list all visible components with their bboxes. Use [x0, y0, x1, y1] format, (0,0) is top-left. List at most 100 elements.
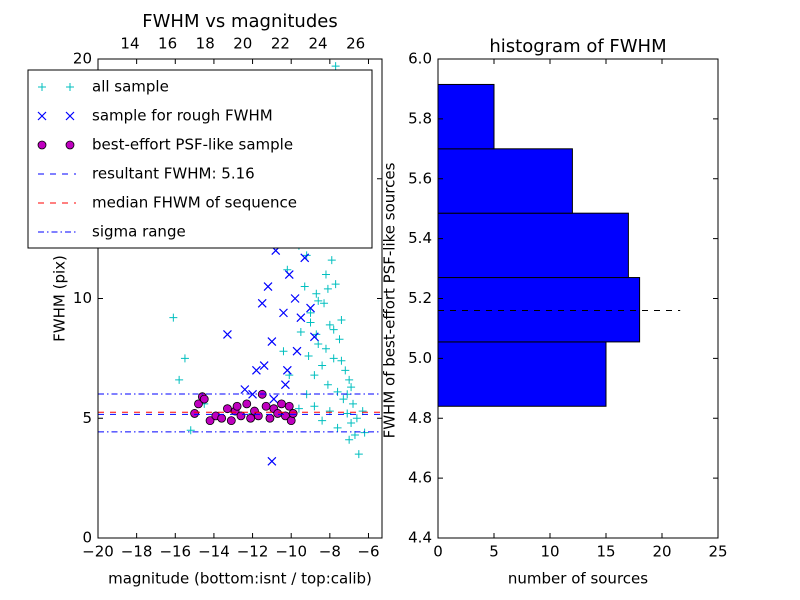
marker-plus	[318, 361, 327, 370]
x-tick-label: 25	[708, 543, 727, 561]
marker-circle	[273, 409, 283, 418]
marker-plus	[314, 296, 323, 305]
x-axis-label: number of sources	[508, 570, 648, 588]
marker-x	[257, 298, 267, 308]
marker-plus	[321, 344, 330, 353]
y-tick-label: 10	[73, 289, 92, 307]
marker-circle	[232, 401, 242, 411]
x-axis-label: magnitude (bottom:isnt / top:calib)	[108, 570, 372, 588]
marker-plus	[345, 375, 354, 384]
marker-plus	[337, 316, 346, 325]
marker-circle	[265, 413, 275, 423]
marker-x	[240, 385, 250, 394]
legend-label: best-effort PSF-like sample	[92, 136, 293, 154]
marker-plus	[312, 289, 321, 298]
marker-circle	[281, 411, 290, 421]
bar	[437, 277, 641, 343]
x-tick-label: −6	[357, 543, 379, 561]
bar	[437, 212, 629, 279]
marker-plus	[325, 407, 334, 416]
marker-x	[309, 332, 319, 342]
marker-plus	[360, 428, 369, 437]
marker-plus	[306, 308, 315, 317]
marker-plus	[306, 318, 315, 327]
marker-x	[290, 294, 300, 303]
marker-plus	[341, 366, 350, 375]
y-tick-label: 5.0	[408, 349, 432, 367]
marker-circle	[226, 416, 236, 426]
x-tick-label: −8	[319, 543, 341, 561]
legend-label: resultant FWHM: 5.16	[92, 165, 255, 183]
marker-x	[292, 346, 302, 356]
marker-plus	[323, 380, 332, 389]
top-tick-label: 22	[271, 35, 290, 53]
marker-x	[267, 456, 277, 466]
chart-title: FWHM vs magnitudes	[142, 11, 337, 32]
marker-plus	[323, 284, 332, 293]
marker-x	[259, 361, 269, 370]
series	[190, 389, 298, 426]
x-tick-label: 20	[652, 543, 671, 561]
marker-plus	[38, 83, 46, 91]
marker-x	[248, 389, 257, 399]
marker-x	[280, 380, 290, 390]
marker-plus	[337, 356, 346, 365]
y-tick-label: 0	[82, 529, 92, 547]
marker-circle	[236, 411, 246, 421]
marker-x	[306, 303, 315, 313]
marker-x	[263, 282, 273, 291]
marker-circle	[194, 399, 203, 409]
marker-plus	[347, 383, 356, 392]
marker-plus	[327, 256, 336, 265]
marker-plus	[320, 299, 329, 308]
marker-circle	[242, 399, 252, 409]
top-tick-label: 24	[309, 35, 328, 53]
marker-x	[223, 330, 232, 339]
marker-x	[300, 253, 310, 263]
marker-plus	[345, 435, 354, 444]
marker-plus	[329, 325, 338, 334]
marker-x	[37, 111, 47, 121]
marker-plus	[325, 320, 334, 329]
marker-x	[269, 394, 279, 404]
marker-circle	[246, 413, 256, 423]
marker-plus	[318, 416, 327, 425]
legend-label: sample for rough FWHM	[92, 107, 273, 125]
chart-title: histogram of FWHM	[489, 36, 666, 57]
x-tick-label: 5	[489, 543, 499, 561]
marker-circle	[286, 416, 296, 426]
marker-plus	[343, 409, 352, 418]
axes-frame	[437, 58, 719, 539]
y-tick-label: 5	[82, 409, 92, 427]
legend-label: all sample	[92, 78, 169, 96]
y-tick-label: 5.2	[408, 289, 432, 307]
marker-x	[251, 365, 261, 375]
marker-circle	[65, 140, 75, 150]
marker-plus	[352, 414, 361, 423]
marker-plus	[354, 450, 363, 459]
marker-plus	[180, 354, 189, 363]
top-tick-label: 18	[196, 35, 215, 53]
marker-plus	[331, 280, 340, 289]
marker-circle	[199, 394, 209, 404]
marker-plus	[296, 328, 305, 337]
marker-plus	[169, 313, 178, 322]
y-tick-label: 5.8	[408, 109, 432, 127]
legend-label: median FHWM of sequence	[92, 194, 297, 212]
marker-plus	[331, 62, 340, 71]
marker-plus	[358, 407, 367, 416]
marker-x	[279, 308, 288, 318]
marker-plus	[279, 347, 288, 356]
axes-frame	[97, 58, 383, 539]
x-tick-label: 15	[596, 543, 615, 561]
marker-plus	[186, 426, 195, 435]
x-tick-label: −18	[121, 543, 153, 561]
marker-x	[296, 313, 306, 323]
marker-plus	[314, 340, 323, 349]
marker-circle	[37, 140, 47, 150]
top-tick-label: 26	[346, 35, 365, 53]
marker-plus	[333, 387, 342, 396]
legend-box	[27, 69, 373, 249]
marker-circle	[277, 399, 286, 409]
y-tick-label: 4.4	[408, 529, 432, 547]
